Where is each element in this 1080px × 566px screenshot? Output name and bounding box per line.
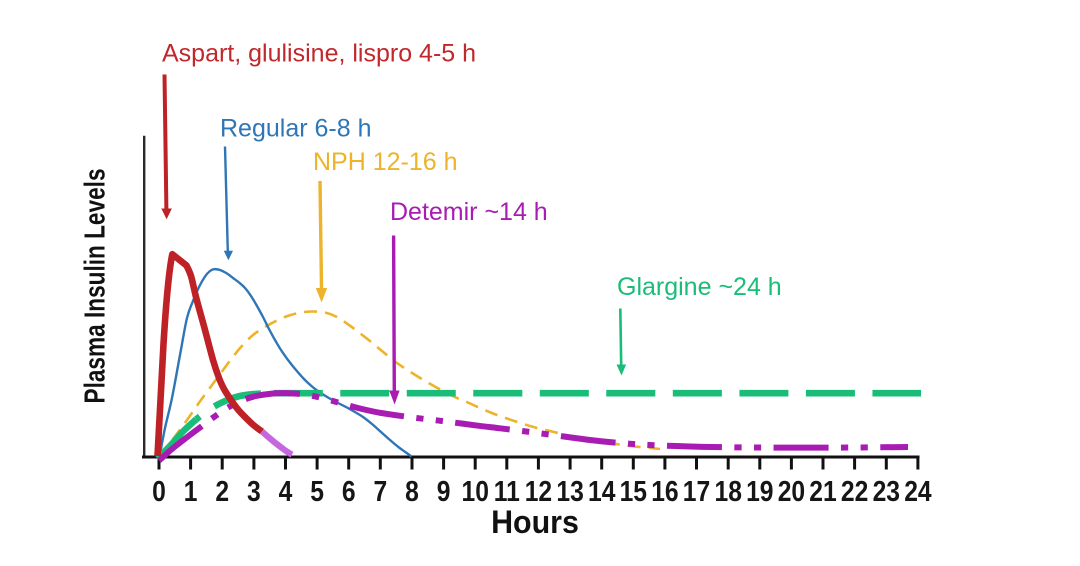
svg-text:18: 18 [714, 475, 741, 507]
svg-text:8: 8 [405, 475, 419, 507]
svg-text:23: 23 [873, 475, 900, 507]
svg-text:17: 17 [683, 475, 710, 507]
svg-text:13: 13 [556, 475, 583, 507]
svg-text:Glargine ~24 h: Glargine ~24 h [617, 273, 782, 301]
svg-text:9: 9 [437, 475, 451, 507]
svg-text:2: 2 [215, 475, 229, 507]
svg-text:1: 1 [184, 475, 198, 507]
svg-text:24: 24 [904, 475, 931, 507]
svg-text:6: 6 [342, 475, 356, 507]
svg-text:Detemir ~14 h: Detemir ~14 h [390, 198, 548, 226]
svg-text:5: 5 [310, 475, 324, 507]
svg-text:Regular 6-8 h: Regular 6-8 h [220, 115, 371, 143]
svg-text:21: 21 [809, 475, 836, 507]
svg-text:Aspart, glulisine, lispro 4-5: Aspart, glulisine, lispro 4-5 h [162, 40, 476, 68]
svg-text:0: 0 [152, 475, 166, 507]
svg-text:Hours: Hours [491, 504, 579, 540]
svg-text:12: 12 [525, 475, 552, 507]
svg-text:14: 14 [588, 475, 615, 507]
svg-text:16: 16 [651, 475, 678, 507]
svg-text:3: 3 [247, 475, 261, 507]
svg-text:Plasma Insulin Levels: Plasma Insulin Levels [78, 168, 111, 403]
svg-text:15: 15 [620, 475, 647, 507]
svg-text:11: 11 [494, 475, 520, 507]
svg-text:7: 7 [373, 475, 387, 507]
svg-text:22: 22 [841, 475, 868, 507]
svg-text:19: 19 [746, 475, 773, 507]
svg-text:NPH 12-16 h: NPH 12-16 h [313, 148, 458, 176]
svg-text:20: 20 [778, 475, 805, 507]
svg-text:10: 10 [461, 475, 488, 507]
svg-text:4: 4 [279, 475, 293, 507]
